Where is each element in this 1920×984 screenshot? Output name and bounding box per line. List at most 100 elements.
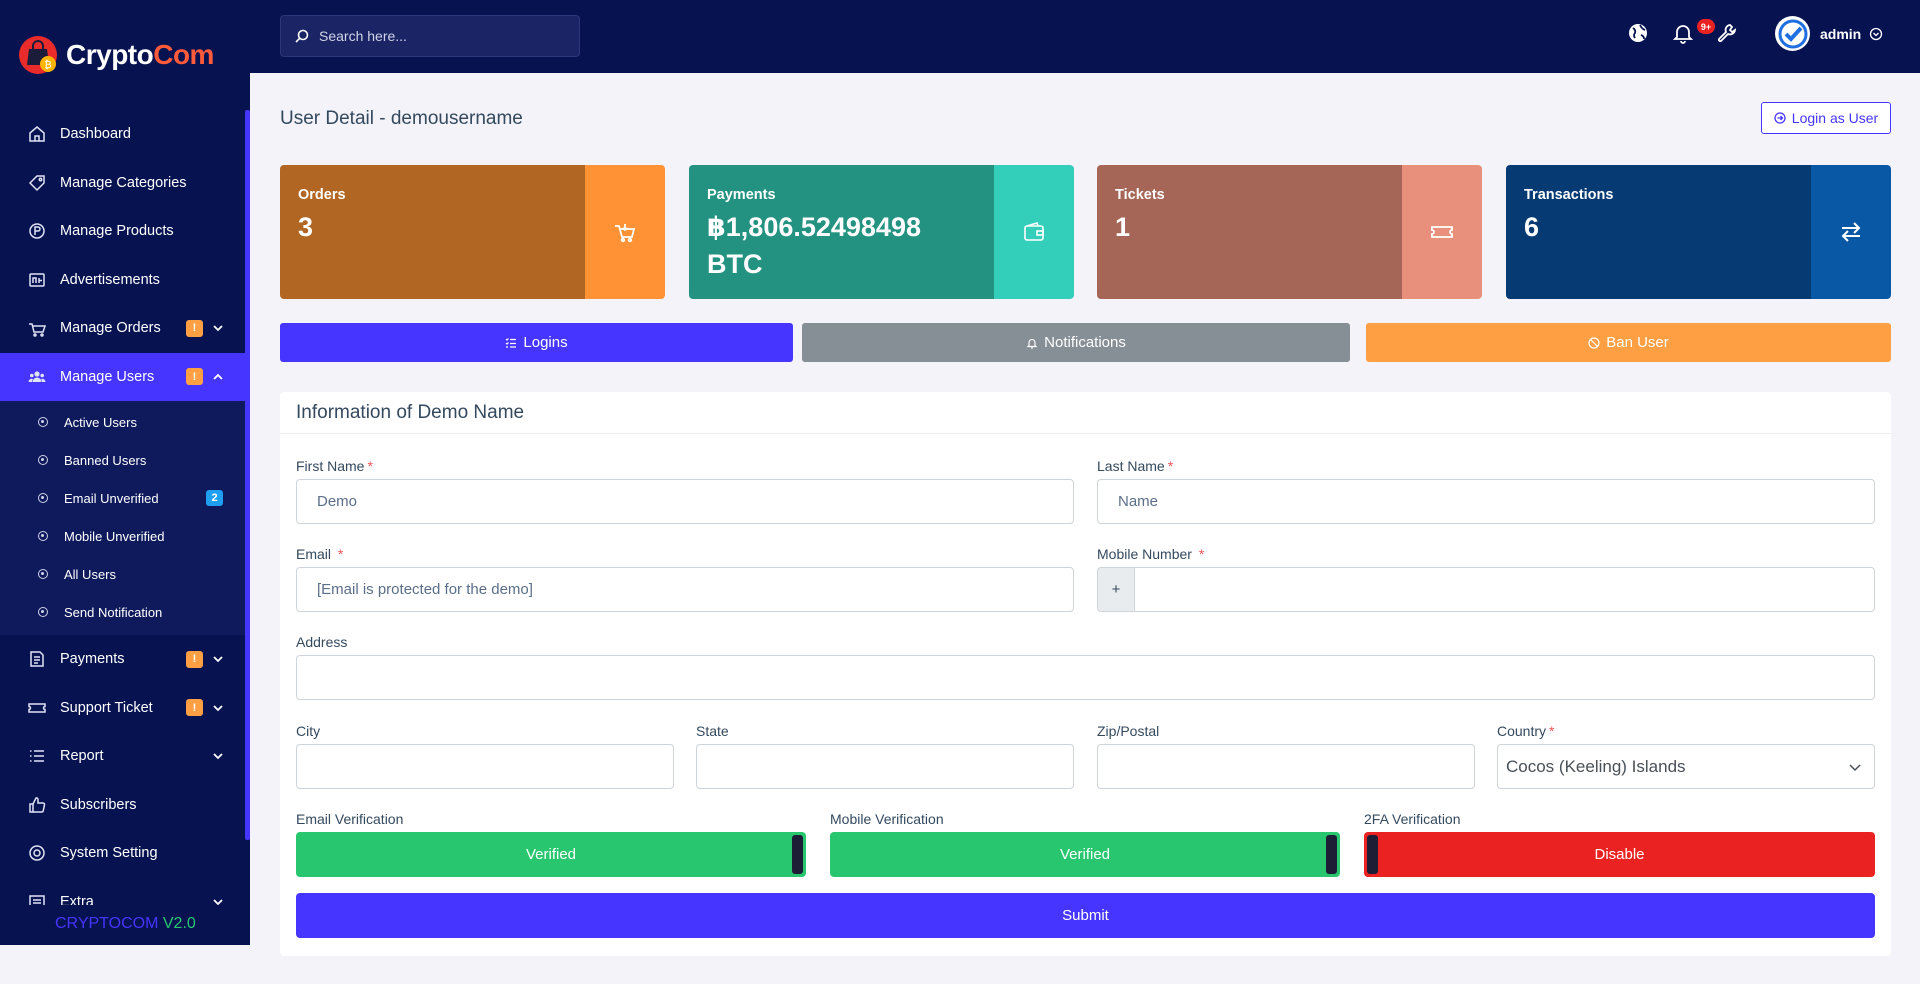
search-icon — [295, 29, 309, 43]
bell-icon[interactable] — [1672, 22, 1694, 44]
topbar: 9+ admin — [250, 0, 1920, 73]
version-number: V2.0 — [162, 915, 196, 932]
brand-name: CryptoCom — [66, 39, 214, 70]
user-menu[interactable]: admin — [1775, 16, 1883, 51]
email-field[interactable]: [Email is protected for the demo] — [296, 567, 1074, 612]
stat-value: ฿1,806.52498498 BTC — [707, 212, 921, 279]
main-content: User Detail - demousername Login as User… — [250, 73, 1920, 984]
state-field[interactable] — [696, 744, 1074, 789]
toggle-label: Disable — [1594, 846, 1645, 863]
address-field[interactable] — [296, 655, 1875, 700]
svg-text:₿: ₿ — [44, 59, 51, 71]
sidebar-item-report[interactable]: Report — [0, 732, 250, 781]
twofa-label: 2FA Verification — [1364, 811, 1461, 827]
sidebar-item-system-setting[interactable]: System Setting — [0, 829, 250, 878]
warning-badge: ! — [186, 699, 203, 717]
sidebar-item-label: System Setting — [60, 845, 158, 862]
login-as-user-button[interactable]: Login as User — [1761, 102, 1891, 134]
sidebar-item-label: Payments — [60, 651, 125, 668]
page-title: User Detail - demousername — [280, 108, 523, 129]
subitem-label: Banned Users — [64, 452, 147, 468]
login-as-user-label: Login as User — [1791, 110, 1879, 126]
country-label: Country * — [1497, 723, 1555, 739]
sidebar-subitem-active-users[interactable]: Active Users — [0, 403, 250, 441]
subitem-label: Active Users — [64, 414, 137, 430]
sidebar-item-label: Manage Orders — [60, 320, 161, 337]
submit-button[interactable]: Submit — [296, 893, 1875, 938]
toggle-knob — [792, 835, 803, 874]
sidebar-item-advertisements[interactable]: Advertisements — [0, 256, 250, 305]
sidebar-item-manage-categories[interactable]: Manage Categories — [0, 159, 250, 208]
search-box[interactable] — [280, 15, 580, 57]
wallet-icon — [1024, 222, 1044, 241]
email-label: Email * — [296, 546, 344, 562]
stat-card-payments[interactable]: Payments ฿1,806.52498498 BTC — [689, 165, 1074, 299]
twofa-toggle[interactable]: Disable — [1364, 832, 1875, 877]
stat-card-tickets[interactable]: Tickets 1 — [1097, 165, 1482, 299]
sidebar-item-manage-orders[interactable]: Manage Orders ! — [0, 304, 250, 353]
bag-logo-icon: ₿ — [19, 36, 57, 74]
sidebar-item-subscribers[interactable]: Subscribers — [0, 781, 250, 830]
wrench-icon[interactable] — [1716, 22, 1738, 44]
sidebar-item-payments[interactable]: Payments ! — [0, 635, 250, 684]
zip-label: Zip/Postal — [1097, 723, 1160, 739]
notifications-label: Notifications — [1044, 334, 1126, 351]
chevron-circle-down-icon — [1870, 27, 1883, 40]
stat-icon-area — [1402, 165, 1482, 299]
ban-user-button[interactable]: Ban User — [1366, 323, 1891, 362]
city-label: City — [296, 723, 321, 739]
sidebar-subitem-all-users[interactable]: All Users — [0, 555, 250, 593]
ban-user-label: Ban User — [1606, 334, 1669, 351]
last-name-field[interactable]: Name — [1097, 479, 1875, 524]
stat-card-transactions[interactable]: Transactions 6 — [1506, 165, 1891, 299]
stat-card-orders[interactable]: Orders 3 — [280, 165, 665, 299]
sidebar-item-label: Manage Users — [60, 368, 155, 385]
dot-circle-icon — [38, 493, 48, 503]
brand-logo-link[interactable]: ₿ CryptoCom — [0, 0, 250, 110]
globe-icon[interactable] — [1627, 22, 1649, 44]
first-name-label: First Name * — [296, 458, 373, 474]
notifications-button[interactable]: Notifications — [802, 323, 1350, 362]
app-version: CRYPTOCOM V2.0 — [0, 905, 250, 945]
home-icon — [29, 126, 45, 142]
toggle-knob — [1326, 835, 1337, 874]
tag-icon — [28, 175, 45, 191]
dot-circle-icon — [38, 455, 48, 465]
chevron-down-icon — [1849, 764, 1861, 772]
stat-label: Transactions — [1524, 187, 1614, 203]
sidebar-subitem-banned-users[interactable]: Banned Users — [0, 441, 250, 479]
first-name-field[interactable]: Demo — [296, 479, 1074, 524]
city-field[interactable] — [296, 744, 674, 789]
chevron-up-icon — [213, 373, 223, 380]
ticket-icon — [1431, 226, 1453, 238]
stat-value: 6 — [1524, 212, 1540, 242]
stat-value: 1 — [1115, 212, 1131, 242]
ban-icon — [1588, 336, 1600, 349]
sidebar-item-support-ticket[interactable]: Support Ticket ! — [0, 684, 250, 733]
sidebar-subitem-send-notification[interactable]: Send Notification — [0, 593, 250, 631]
payment-icon — [30, 651, 44, 667]
sidebar-subitem-email-unverified[interactable]: Email Unverified 2 — [0, 479, 250, 517]
stat-body: Tickets 1 — [1097, 165, 1402, 299]
sidebar-item-dashboard[interactable]: Dashboard — [0, 110, 250, 159]
thumbs-up-icon — [29, 796, 46, 813]
email-verification-label: Email Verification — [296, 811, 404, 827]
state-label: State — [696, 723, 729, 739]
sidebar-subitem-mobile-unverified[interactable]: Mobile Unverified — [0, 517, 250, 555]
email-verification-toggle[interactable]: Verified — [296, 832, 806, 877]
subitem-label: Send Notification — [64, 604, 163, 620]
country-select[interactable]: Cocos (Keeling) Islands — [1497, 744, 1875, 789]
warning-badge: ! — [186, 368, 203, 386]
count-badge: 2 — [206, 490, 223, 506]
sidebar-item-manage-products[interactable]: Manage Products — [0, 207, 250, 256]
sidebar-item-manage-users[interactable]: Manage Users ! — [0, 352, 250, 401]
sidebar-item-label: Support Ticket — [60, 699, 153, 716]
mobile-number-field[interactable] — [1134, 567, 1875, 612]
sidebar-scrollbar[interactable] — [245, 110, 250, 840]
chevron-down-icon — [213, 656, 223, 663]
mobile-verification-toggle[interactable]: Verified — [830, 832, 1340, 877]
zip-field[interactable] — [1097, 744, 1475, 789]
search-input[interactable] — [319, 28, 559, 44]
logins-button[interactable]: Logins — [280, 323, 793, 362]
exchange-icon — [1841, 222, 1861, 242]
